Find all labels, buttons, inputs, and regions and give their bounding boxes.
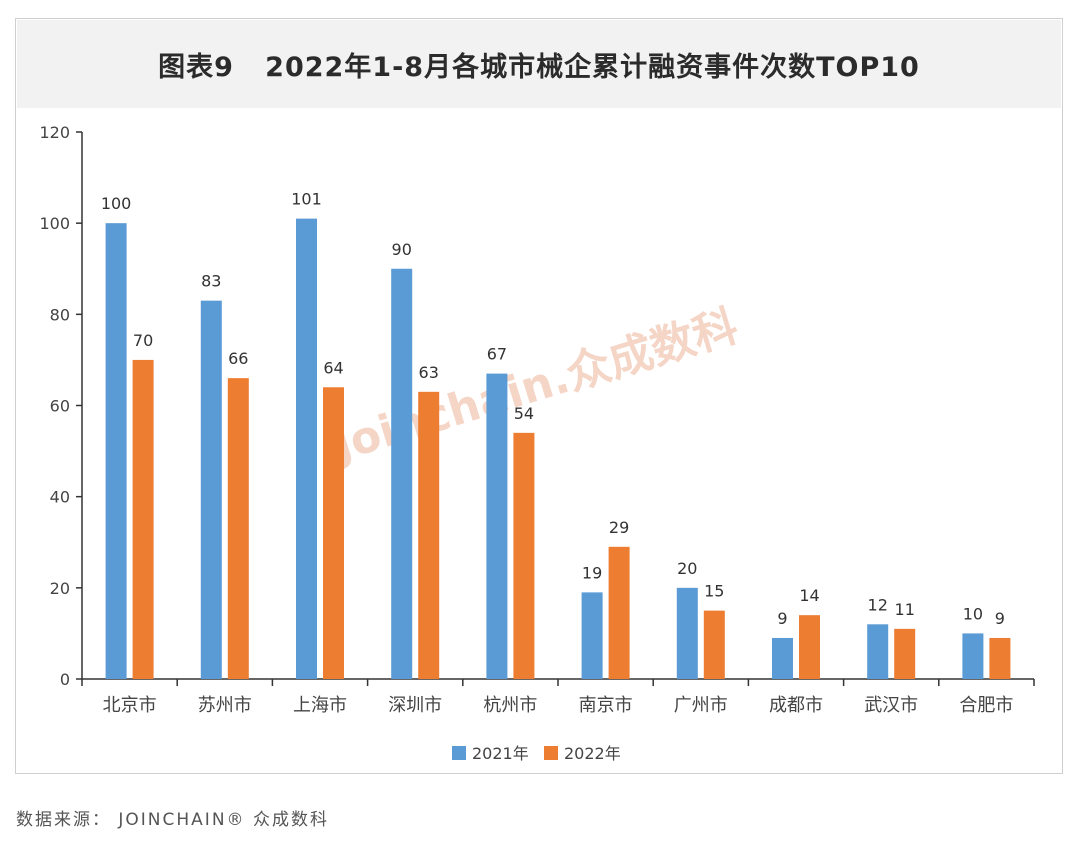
bar-series2 — [227, 378, 249, 679]
bar-series1 — [105, 223, 127, 679]
bar-series1 — [581, 592, 603, 679]
data-label: 11 — [895, 600, 915, 619]
bar-series1 — [200, 300, 222, 679]
legend-label: 2021年 — [472, 744, 529, 763]
x-tick-label: 合肥市 — [959, 695, 1013, 716]
x-tick-label: 深圳市 — [388, 695, 442, 716]
data-label: 90 — [392, 240, 412, 259]
legend-label: 2022年 — [564, 744, 621, 763]
bar-series1 — [676, 587, 698, 679]
data-label: 64 — [323, 358, 343, 377]
x-tick-label: 武汉市 — [864, 695, 918, 716]
chart-title: 图表9 2022年1-8月各城市械企累计融资事件次数TOP10 — [158, 51, 920, 83]
bar-series1 — [486, 373, 508, 679]
data-label: 67 — [487, 345, 507, 364]
data-label: 12 — [868, 595, 888, 614]
data-label: 9 — [995, 609, 1005, 628]
data-label: 54 — [514, 404, 534, 423]
bar-series1 — [772, 637, 793, 679]
y-tick-label: 100 — [39, 214, 70, 233]
legend-swatch — [452, 746, 466, 760]
data-label: 29 — [609, 518, 629, 537]
y-tick-label: 60 — [50, 397, 70, 416]
bar-series2 — [418, 391, 440, 679]
data-label: 70 — [133, 331, 153, 350]
legend-swatch — [544, 746, 558, 760]
data-label: 10 — [963, 604, 983, 623]
bar-series2 — [799, 615, 820, 679]
y-tick-label: 80 — [50, 305, 70, 324]
y-tick-label: 0 — [60, 670, 70, 689]
bar-series2 — [323, 387, 344, 679]
x-tick-label: 南京市 — [579, 695, 633, 716]
x-tick-label: 上海市 — [293, 695, 347, 716]
data-label: 100 — [101, 194, 132, 213]
data-label: 15 — [704, 582, 724, 601]
bar-series2 — [894, 628, 916, 679]
bar-series1 — [962, 633, 984, 679]
x-tick-label: 杭州市 — [483, 695, 537, 716]
data-label: 63 — [419, 363, 439, 382]
y-tick-label: 40 — [50, 488, 70, 507]
data-label: 66 — [228, 349, 248, 368]
x-tick-label: 广州市 — [674, 695, 728, 716]
data-label: 19 — [582, 563, 602, 582]
title-band: 图表9 2022年1-8月各城市械企累计融资事件次数TOP10 — [17, 20, 1061, 108]
bar-series2 — [132, 359, 154, 679]
chart-frame: 图表9 2022年1-8月各城市械企累计融资事件次数TOP10 — [15, 18, 1063, 774]
bar-series2 — [513, 432, 535, 679]
data-label: 9 — [777, 609, 787, 628]
data-label: 83 — [201, 272, 221, 291]
y-tick-label: 120 — [39, 123, 70, 142]
bar-series2 — [989, 637, 1011, 679]
source-note: 数据来源： JOINCHAIN® 众成数科 — [16, 810, 329, 830]
x-tick-label: 成都市 — [769, 695, 823, 716]
bar-series2 — [608, 546, 630, 679]
bar-series2 — [703, 610, 725, 679]
data-label: 14 — [799, 586, 819, 605]
bar-series1 — [296, 218, 317, 679]
y-tick-label: 20 — [50, 579, 70, 598]
x-tick-label: 苏州市 — [198, 695, 252, 716]
data-label: 20 — [677, 559, 697, 578]
bar-series1 — [867, 624, 889, 679]
bar-series1 — [391, 268, 413, 679]
data-label: 101 — [291, 190, 322, 209]
x-tick-label: 北京市 — [103, 695, 157, 716]
